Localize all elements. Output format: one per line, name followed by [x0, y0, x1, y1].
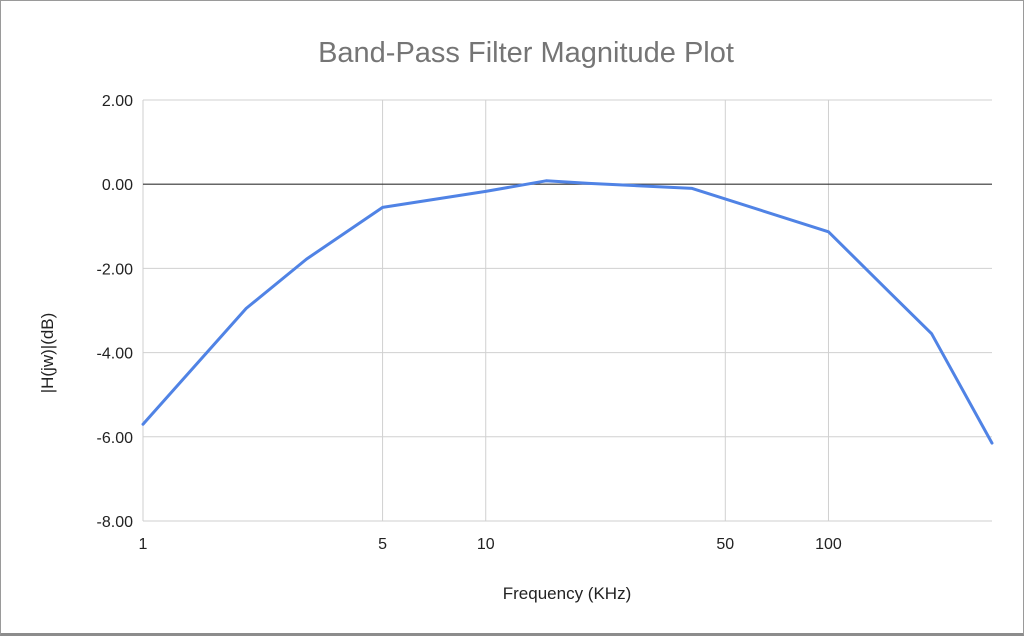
x-tick-label: 10: [477, 536, 495, 553]
x-tick-label: 50: [716, 536, 734, 553]
x-tick-label: 100: [815, 536, 842, 553]
y-tick-label: 0.00: [102, 177, 133, 194]
y-tick-label: -2.00: [97, 261, 134, 278]
y-tick-label: -4.00: [97, 346, 134, 363]
y-tick-label: -6.00: [97, 430, 134, 447]
series-layer: [141, 179, 994, 445]
tick-labels: 2.00 0.00 -2.00 -4.00 -6.00 -8.00 1 5 10 50 100: [97, 93, 842, 553]
x-tick-label: 5: [378, 536, 387, 553]
y-tick-label: -8.00: [97, 514, 134, 531]
y-tick-label: 2.00: [102, 93, 133, 110]
x-axis-label: Frequency (KHz): [503, 584, 631, 603]
grid-lines: [143, 99, 992, 522]
magnitude-series-line: [141, 179, 994, 445]
y-axis-label: |H(jw)|(dB): [38, 313, 57, 394]
axes: [142, 100, 992, 522]
x-tick-label: 1: [139, 536, 148, 553]
chart-title: Band-Pass Filter Magnitude Plot: [318, 37, 734, 69]
